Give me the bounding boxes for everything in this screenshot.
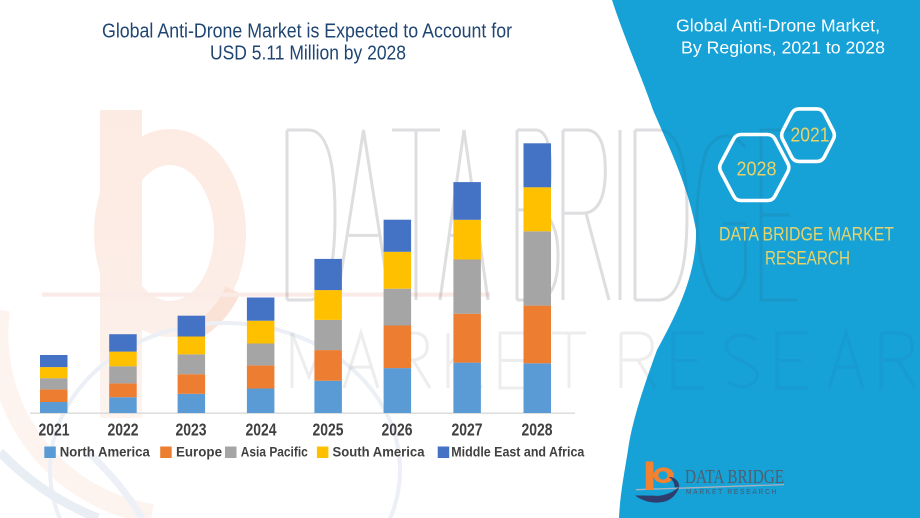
svg-text:Asia Pacific: Asia Pacific bbox=[241, 445, 308, 460]
svg-text:2023: 2023 bbox=[176, 420, 207, 440]
svg-text:2027: 2027 bbox=[452, 420, 483, 440]
svg-text:2024: 2024 bbox=[246, 420, 277, 440]
svg-text:DATA BRIDGE MARKET: DATA BRIDGE MARKET bbox=[719, 224, 894, 246]
svg-text:2025: 2025 bbox=[313, 420, 344, 440]
svg-text:By Regions, 2021 to 2028: By Regions, 2021 to 2028 bbox=[681, 38, 885, 58]
svg-text:Europe: Europe bbox=[176, 445, 222, 460]
svg-text:2021: 2021 bbox=[791, 123, 830, 146]
svg-text:USD 5.11 Million by 2028: USD 5.11 Million by 2028 bbox=[210, 43, 406, 65]
svg-text:Middle East and Africa: Middle East and Africa bbox=[451, 445, 584, 460]
svg-text:2028: 2028 bbox=[737, 157, 777, 180]
svg-text:2022: 2022 bbox=[108, 420, 139, 440]
svg-text:2026: 2026 bbox=[382, 420, 413, 440]
svg-text:RESEARCH: RESEARCH bbox=[765, 248, 850, 270]
svg-text:North America: North America bbox=[60, 445, 150, 460]
svg-text:MARKET RESEARCH: MARKET RESEARCH bbox=[686, 487, 778, 496]
svg-text:Global Anti-Drone Market is Ex: Global Anti-Drone Market is Expected to … bbox=[102, 21, 512, 43]
svg-text:2028: 2028 bbox=[522, 420, 553, 440]
svg-text:DATA BRIDGE: DATA BRIDGE bbox=[685, 467, 784, 488]
svg-text:2021: 2021 bbox=[39, 420, 70, 440]
svg-text:Global Anti-Drone Market,: Global Anti-Drone Market, bbox=[676, 16, 880, 36]
svg-text:South America: South America bbox=[333, 445, 425, 460]
